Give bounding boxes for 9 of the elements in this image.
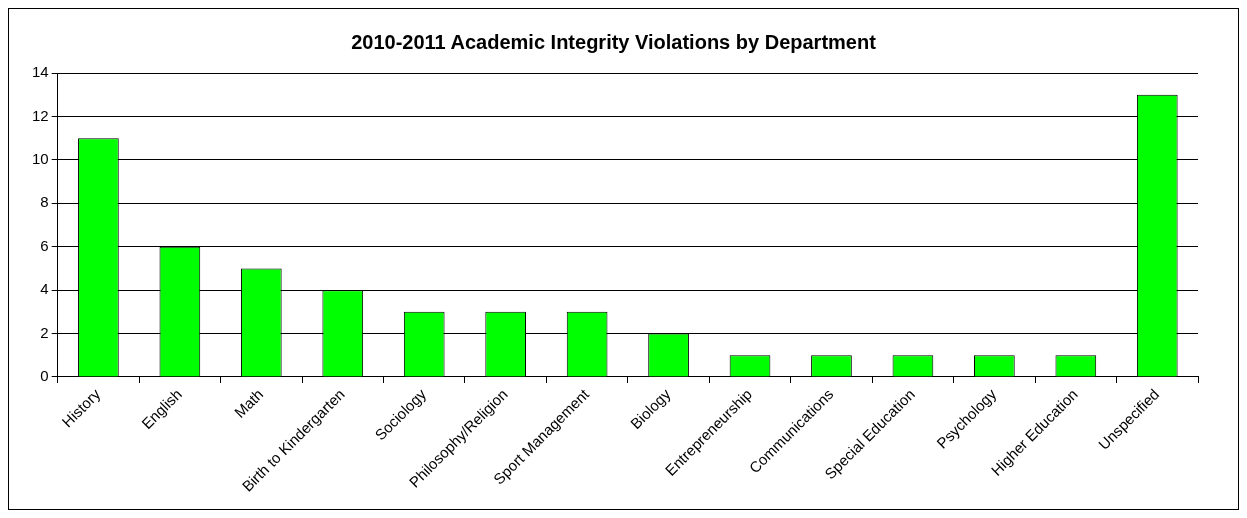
y-tick-label: 6 (40, 236, 49, 254)
y-tick-label: 0 (40, 367, 49, 385)
y-tick-label: 2 (40, 323, 49, 341)
y-tick-label: 10 (32, 149, 49, 167)
y-tick-label: 14 (32, 63, 49, 81)
y-tick-label: 12 (32, 106, 49, 124)
chart-title: 2010-2011 Academic Integrity Violations by Department (351, 30, 877, 53)
y-tick-label: 8 (40, 193, 49, 211)
y-tick-label: 4 (40, 280, 49, 298)
